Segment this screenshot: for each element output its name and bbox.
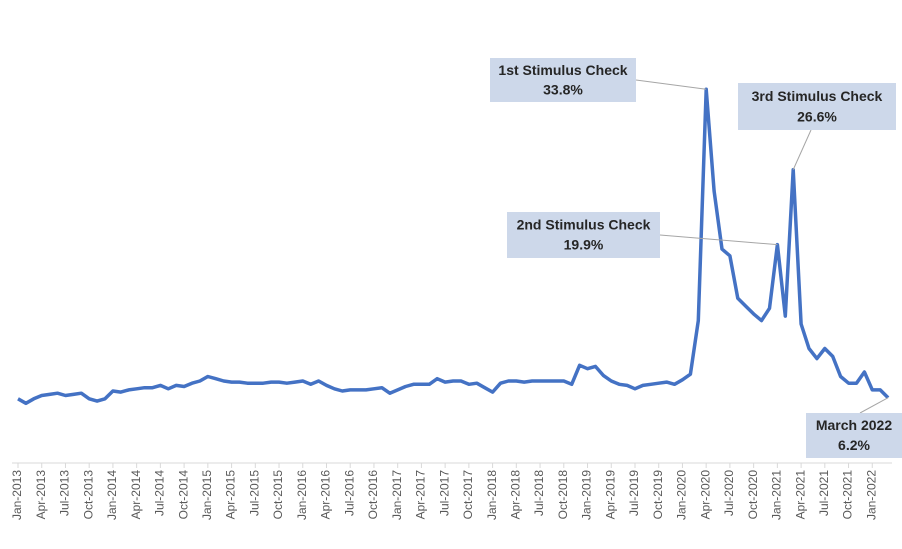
x-tick-label: Jan-2017	[390, 470, 404, 520]
x-tick-label: Jan-2014	[105, 470, 119, 520]
leader-line	[859, 397, 889, 414]
x-tick-label: Jan-2019	[580, 470, 594, 520]
x-tick-label: Apr-2015	[224, 470, 238, 520]
annotation-text: 1st Stimulus Check	[498, 62, 627, 78]
x-tick-label: Apr-2017	[414, 470, 428, 520]
x-tick-label: Jul-2014	[153, 470, 167, 516]
x-tick-label: Oct-2020	[746, 470, 760, 520]
leader-line	[792, 129, 812, 170]
annotation-text: 3rd Stimulus Check	[752, 88, 883, 104]
leader-line	[659, 234, 778, 246]
line	[17, 87, 890, 406]
x-tick-label: Apr-2016	[319, 470, 333, 520]
x-tick-label: Jan-2013	[10, 470, 24, 520]
annotation-text: 2nd Stimulus Check	[517, 217, 651, 233]
x-tick-label: Jul-2019	[627, 470, 641, 516]
x-tick-label: Oct-2019	[651, 470, 665, 520]
x-tick-label: Oct-2021	[841, 470, 855, 520]
x-tick-label: Apr-2021	[793, 470, 807, 520]
leader-line	[635, 79, 707, 90]
x-tick-label: Oct-2017	[461, 470, 475, 520]
annotation-text: March 2022	[816, 417, 892, 433]
x-tick-label: Apr-2013	[34, 470, 48, 520]
data-label: 6.2%	[838, 437, 870, 453]
x-tick-label: Oct-2013	[81, 470, 95, 520]
data-label: 26.6%	[797, 108, 837, 124]
x-tick-label: Jan-2022	[864, 470, 878, 520]
data-label: 33.8%	[543, 81, 583, 97]
x-tick-label: Oct-2015	[271, 470, 285, 520]
x-tick-label: Jul-2015	[247, 470, 261, 516]
x-tick-label: Jan-2018	[485, 470, 499, 520]
x-tick-label: Jan-2020	[675, 470, 689, 520]
annotation-box	[806, 413, 902, 458]
x-tick-label: Oct-2014	[176, 470, 190, 520]
annotation-box	[738, 83, 896, 130]
x-tick-label: Jul-2021	[817, 470, 831, 516]
x-tick-label: Oct-2016	[366, 470, 380, 520]
x-tick-label: Jul-2020	[722, 470, 736, 516]
x-tick-label: Jan-2015	[200, 470, 214, 520]
x-tick-label: Jul-2017	[437, 470, 451, 516]
annotation-box	[507, 212, 660, 258]
annotation-box	[490, 58, 636, 102]
x-tick-label: Jan-2016	[295, 470, 309, 520]
x-tick-label: Apr-2020	[698, 470, 712, 520]
x-tick-label: Jan-2021	[770, 470, 784, 520]
x-tick-label: Jul-2018	[532, 470, 546, 516]
x-tick-label: Apr-2018	[509, 470, 523, 520]
x-tick-label: Jul-2013	[58, 470, 72, 516]
data-label: 19.9%	[564, 237, 604, 253]
x-tick-label: Oct-2018	[556, 470, 570, 520]
x-tick-label: Apr-2014	[129, 470, 143, 520]
x-tick-label: Jul-2016	[342, 470, 356, 516]
x-tick-label: Apr-2019	[603, 470, 617, 520]
